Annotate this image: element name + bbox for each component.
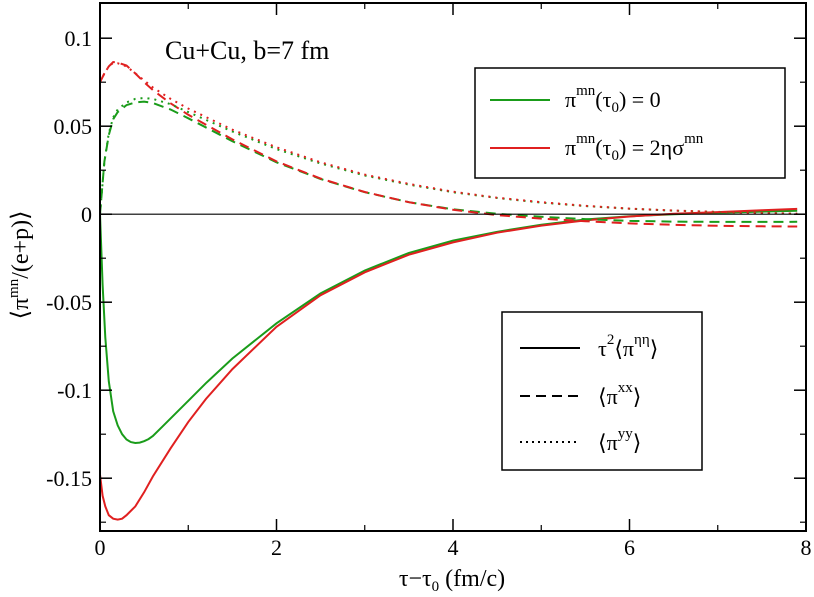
- y-axis-title-sup: mn: [6, 278, 22, 298]
- y-tick-label: 0.05: [54, 114, 93, 139]
- y-axis-title-pre: ⟨π: [8, 298, 34, 319]
- x-axis-title-sub: 0: [432, 579, 440, 595]
- y-axis-title-rest: /(e+p)⟩: [8, 211, 34, 279]
- x-tick-label: 2: [271, 535, 282, 560]
- series-line-1: [99, 207, 798, 521]
- legend-style-label-dotted: ⟨πyy⟩: [598, 426, 641, 455]
- series-line-5: [99, 61, 798, 215]
- legend-color: πmn(τ0) = 0 πmn(τ0) = 2ησmn: [474, 67, 786, 179]
- ticks-layer: 0 2 4 6 8 0.1 0.05 0 -0.05 -0.1 -0.15: [46, 3, 812, 560]
- y-tick-label: -0.1: [57, 378, 92, 403]
- y-axis-title: ⟨πmn/(e+p)⟩: [6, 211, 34, 320]
- series-layer: [99, 60, 798, 521]
- x-tick-label: 4: [448, 535, 459, 560]
- x-axis-title-rest: (fm/c): [439, 566, 505, 592]
- legend-style-box: [501, 311, 703, 471]
- legend-style: τ2⟨πηη⟩ ⟨πxx⟩ ⟨πyy⟩: [501, 311, 703, 471]
- chart-annotation: Cu+Cu, b=7 fm: [165, 36, 329, 65]
- legend-style-label-dashed: ⟨πxx⟩: [598, 380, 641, 409]
- legend-style-label-solid: τ2⟨πηη⟩: [598, 332, 658, 361]
- legend-color-label-green: πmn(τ0) = 0: [565, 83, 661, 116]
- legend-color-label-red: πmn(τ0) = 2ησmn: [565, 131, 704, 164]
- x-axis-title-main: τ−τ: [399, 566, 432, 592]
- x-tick-label: 8: [801, 535, 812, 560]
- y-tick-label: 0: [81, 202, 92, 227]
- x-axis-title: τ−τ0 (fm/c): [399, 566, 505, 595]
- y-tick-label: -0.05: [46, 290, 92, 315]
- y-tick-label: 0.1: [65, 26, 93, 51]
- y-tick-label: -0.15: [46, 466, 92, 491]
- x-tick-label: 0: [95, 535, 106, 560]
- legend-color-box: [474, 67, 786, 179]
- series-line-3: [99, 60, 798, 228]
- x-tick-label: 6: [624, 535, 635, 560]
